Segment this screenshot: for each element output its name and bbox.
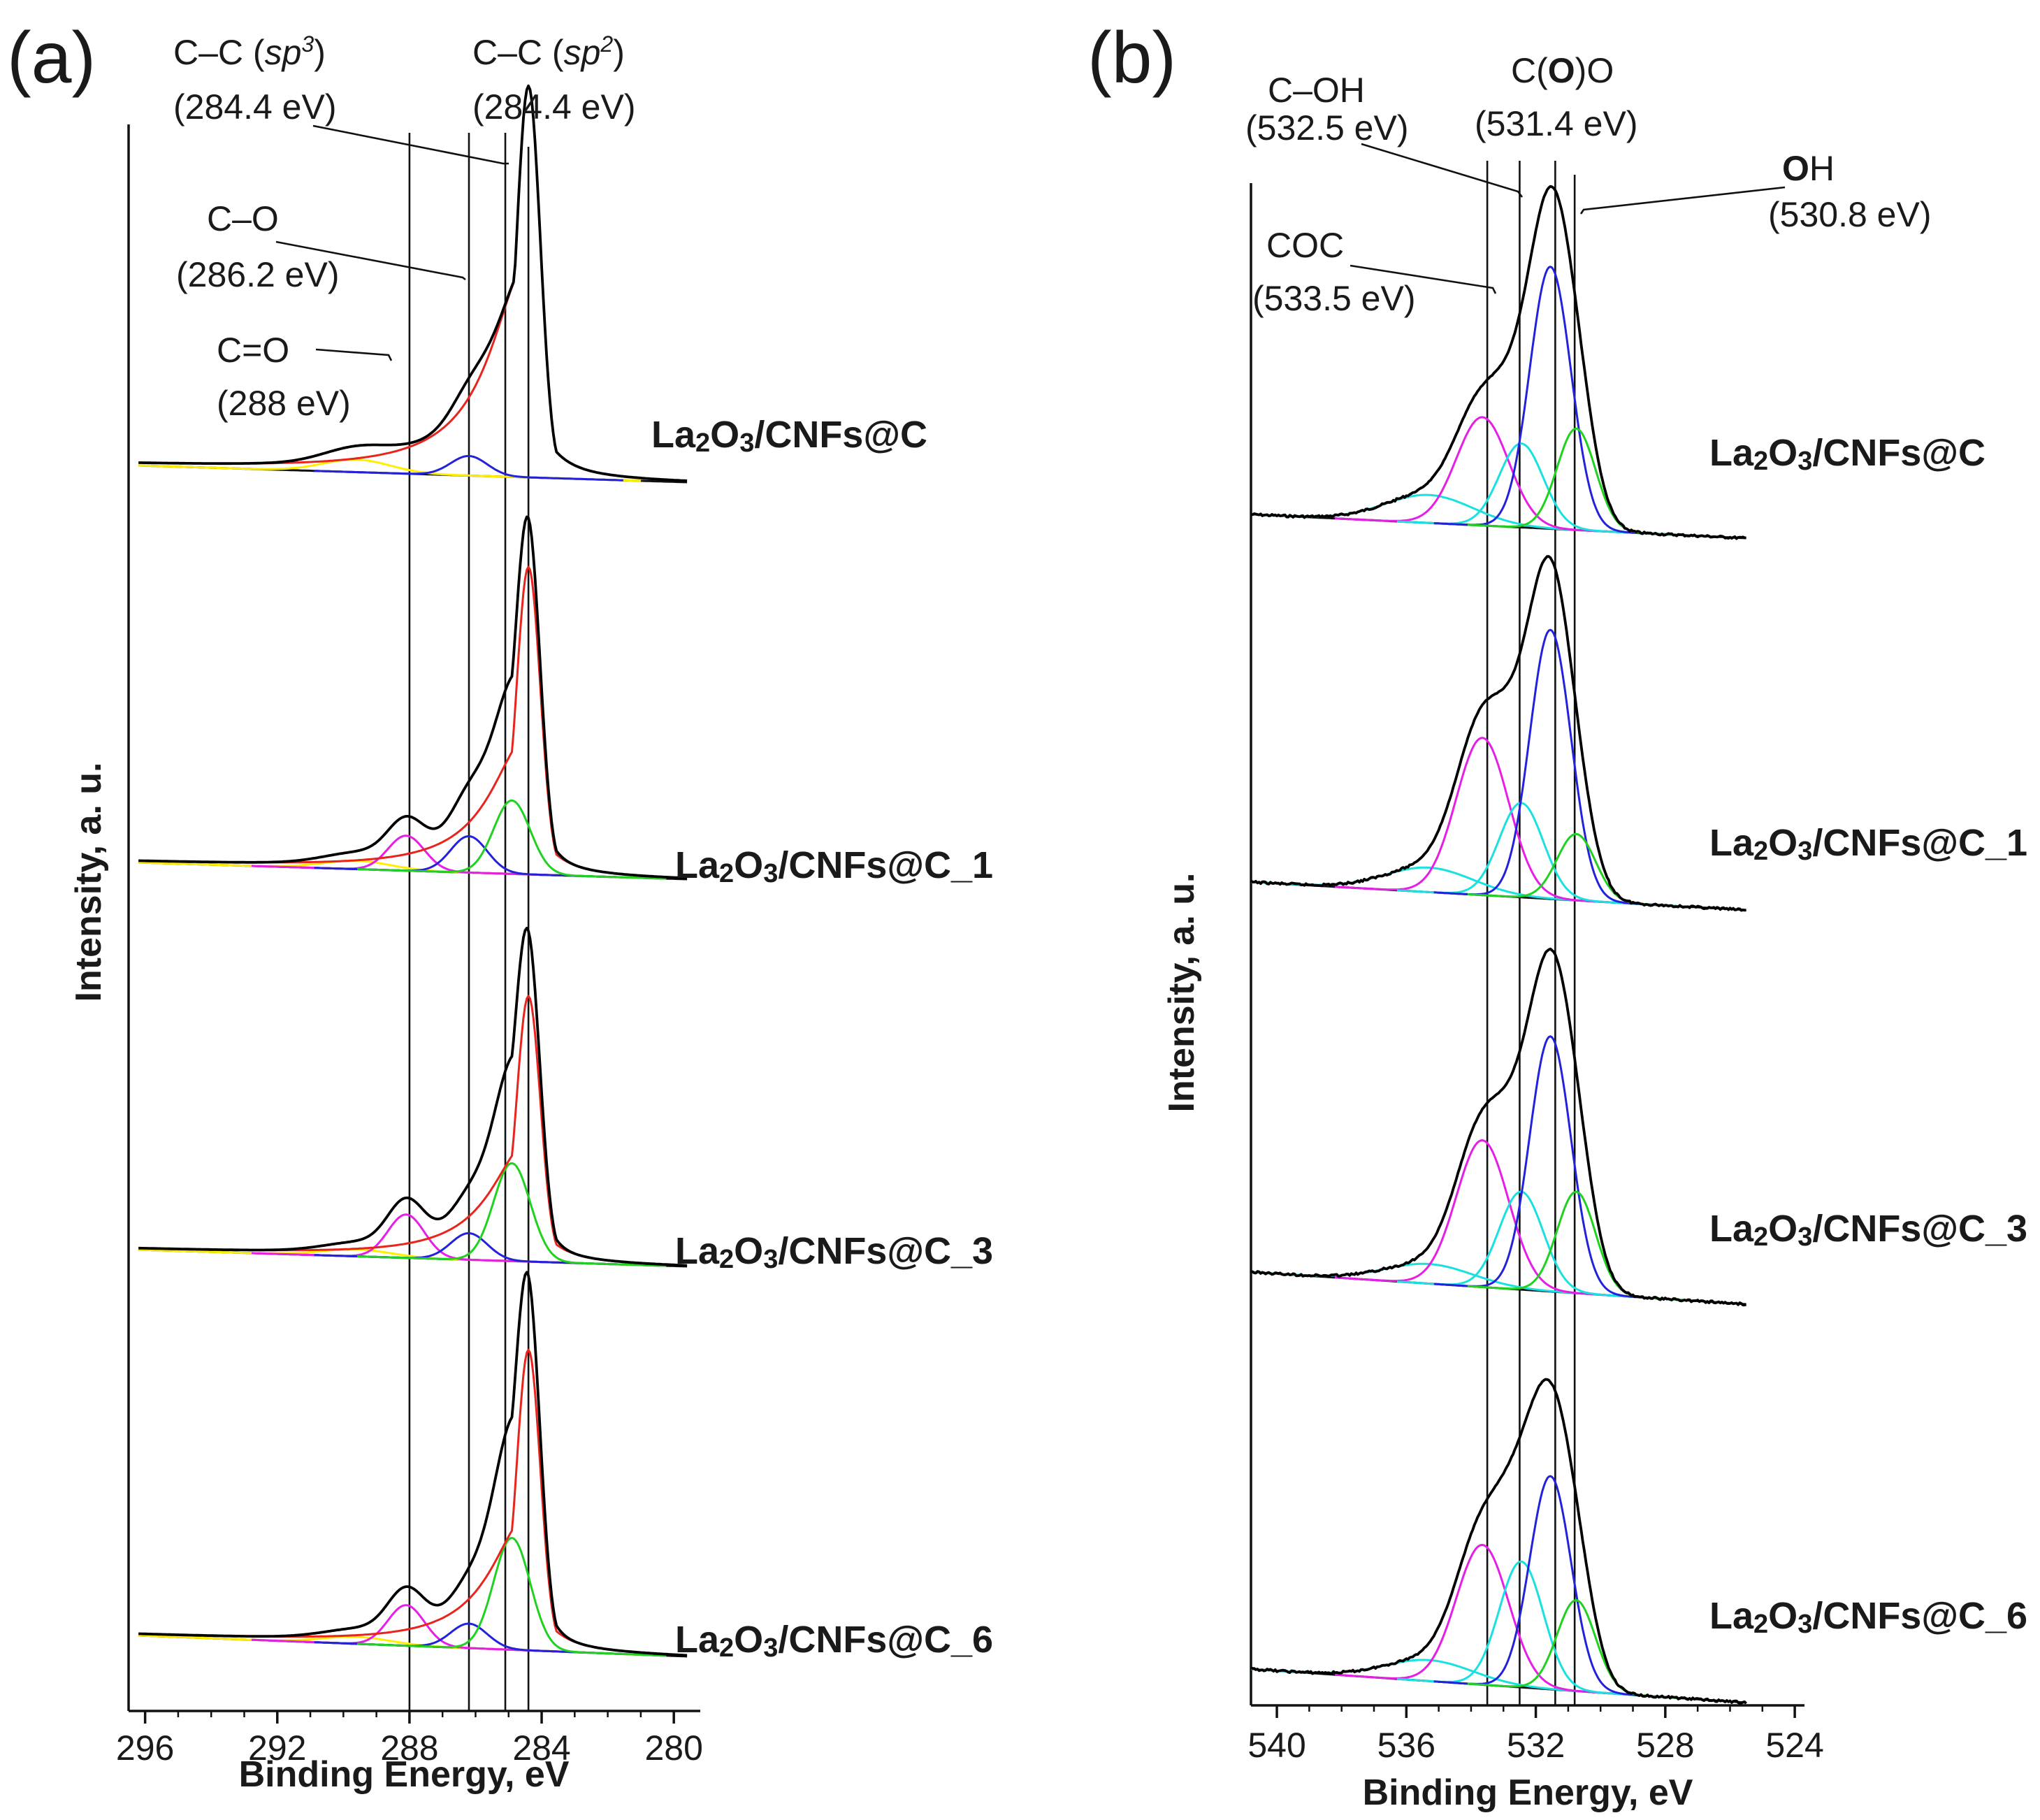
panel-b-reference-lines — [1486, 161, 1576, 1705]
anno-coo-energy: (531.4 eV) — [1475, 104, 1637, 143]
a-envelope — [138, 927, 688, 1267]
panel-a-ticks: 296 292 288 284 280 — [116, 1711, 703, 1768]
b-component-coc — [1334, 1139, 1630, 1298]
a-sample-label-0: La2O3/CNFs@C — [651, 414, 927, 458]
b-envelope — [1250, 1378, 1747, 1705]
leader-cc-sp3 — [312, 124, 509, 165]
a-component-c-o — [251, 835, 561, 876]
a-sample-label-3: La2O3/CNFs@C_6 — [675, 1619, 993, 1663]
panel-b-spectra — [1250, 185, 1747, 1705]
anno-oh-name: OH — [1782, 149, 1835, 188]
x-tick-label: 280 — [644, 1728, 702, 1768]
leader-coc — [1350, 264, 1497, 294]
b-x-axis-title: Binding Energy, eV — [1363, 1772, 1693, 1813]
x-tick-label: 296 — [116, 1728, 174, 1768]
anno-coh-name: C–OH — [1268, 71, 1365, 110]
anno-cc-sp2-energy: (284.4 eV) — [472, 87, 635, 127]
b-y-axis-title: Intensity, a. u. — [1162, 873, 1202, 1113]
a-y-axis-title: Intensity, a. u. — [68, 763, 109, 1002]
anno-co-name: C–O — [207, 199, 279, 238]
b-spectrum-3 — [1250, 1378, 1747, 1705]
b-component-c-o-o — [1433, 1035, 1668, 1301]
x-tick-label: 540 — [1247, 1726, 1305, 1765]
panel-b-label: (b) — [1087, 17, 1176, 99]
a-component-c-o — [314, 455, 623, 482]
a-spectrum-0 — [138, 85, 688, 484]
a-envelope — [138, 85, 688, 482]
anno-cc-sp3-energy: (284.4 eV) — [173, 87, 336, 127]
b-sample-label-3: La2O3/CNFs@C_6 — [1709, 1595, 2027, 1639]
a-spectrum-1 — [138, 515, 688, 881]
a-spectrum-3 — [138, 1271, 688, 1658]
b-component-coc — [1334, 416, 1630, 534]
leader-oh — [1579, 186, 1786, 215]
x-tick-label: 524 — [1765, 1726, 1823, 1765]
anno-coc-name: COC — [1266, 226, 1344, 265]
a-envelope — [138, 515, 688, 880]
panel-a-c1s: (a) 296 292 288 284 280 C–C (sp3) (284.4 eV)… — [7, 17, 993, 1795]
b-component-c-oh — [1396, 802, 1645, 906]
anno-coh-energy: (532.5 eV) — [1245, 108, 1408, 147]
anno-c-double-o-energy: (288 eV) — [217, 384, 351, 423]
a-component-c-c-sp2- — [138, 1348, 630, 1653]
leader-coh — [1361, 143, 1524, 198]
panel-a-reference-lines — [408, 133, 530, 1711]
x-tick-label: 532 — [1507, 1726, 1565, 1765]
b-component-c-oh — [1396, 1560, 1645, 1697]
anno-c-double-o-name: C=O — [217, 331, 289, 370]
panel-b-ticks: 540 536 532 528 524 — [1247, 1705, 1824, 1765]
a-component-c-c-sp3- — [357, 1537, 667, 1657]
b-component-coc — [1334, 1543, 1630, 1696]
x-tick-label: 528 — [1636, 1726, 1694, 1765]
anno-cc-sp3-name: C–C (sp3) — [173, 31, 326, 72]
b-sample-label-2: La2O3/CNFs@C_3 — [1709, 1208, 2027, 1252]
x-tick-label: 288 — [380, 1728, 438, 1768]
a-component-c-o — [251, 1604, 561, 1653]
a-sample-label-2: La2O3/CNFs@C_3 — [675, 1230, 993, 1274]
b-component-oh — [1467, 1599, 1685, 1700]
anno-co-energy: (286.2 eV) — [176, 255, 339, 294]
panel-a-spectra — [138, 85, 688, 1658]
b-spectrum-2 — [1250, 947, 1747, 1307]
b-sample-label-0: La2O3/CNFs@C — [1709, 432, 1985, 476]
anno-cc-sp2-name: C–C (sp2) — [472, 31, 625, 72]
b-spectrum-0 — [1250, 185, 1746, 540]
leader-co — [275, 240, 466, 281]
x-tick-label: 284 — [512, 1728, 570, 1768]
b-envelope — [1250, 555, 1746, 912]
anno-coo-name: C(O)O — [1511, 51, 1614, 90]
x-tick-label: 292 — [248, 1728, 306, 1768]
x-tick-label: 536 — [1377, 1726, 1435, 1765]
a-envelope — [138, 1271, 688, 1657]
a-component-c-c-sp2- — [138, 565, 630, 876]
b-component-c-oh — [1396, 1190, 1645, 1299]
a-x-axis-title: Binding Energy, eV — [239, 1754, 570, 1795]
anno-coc-energy: (533.5 eV) — [1252, 279, 1415, 318]
b-component-c-o-o — [1433, 1475, 1668, 1698]
b-envelope — [1250, 947, 1747, 1307]
b-component-coc — [1334, 737, 1630, 905]
panel-a-label: (a) — [7, 17, 96, 99]
a-component-c-c-sp3- — [357, 799, 667, 880]
anno-oh-energy: (530.8 eV) — [1768, 195, 1931, 234]
a-component-c-o — [251, 1213, 561, 1264]
b-envelope — [1250, 185, 1746, 540]
a-component-c-c-sp3- — [357, 1162, 667, 1267]
b-spectrum-1 — [1250, 555, 1746, 912]
a-spectrum-2 — [138, 927, 688, 1268]
b-component-c-o-o — [1433, 628, 1668, 907]
leader-c-double-o — [315, 348, 393, 361]
a-sample-label-1: La2O3/CNFs@C_1 — [675, 844, 993, 888]
panel-b-o1s: (b) 540 536 532 528 524 C–OH (532.5 eV) C(O)… — [1087, 17, 2027, 1813]
b-sample-label-1: La2O3/CNFs@C_1 — [1709, 822, 2027, 866]
